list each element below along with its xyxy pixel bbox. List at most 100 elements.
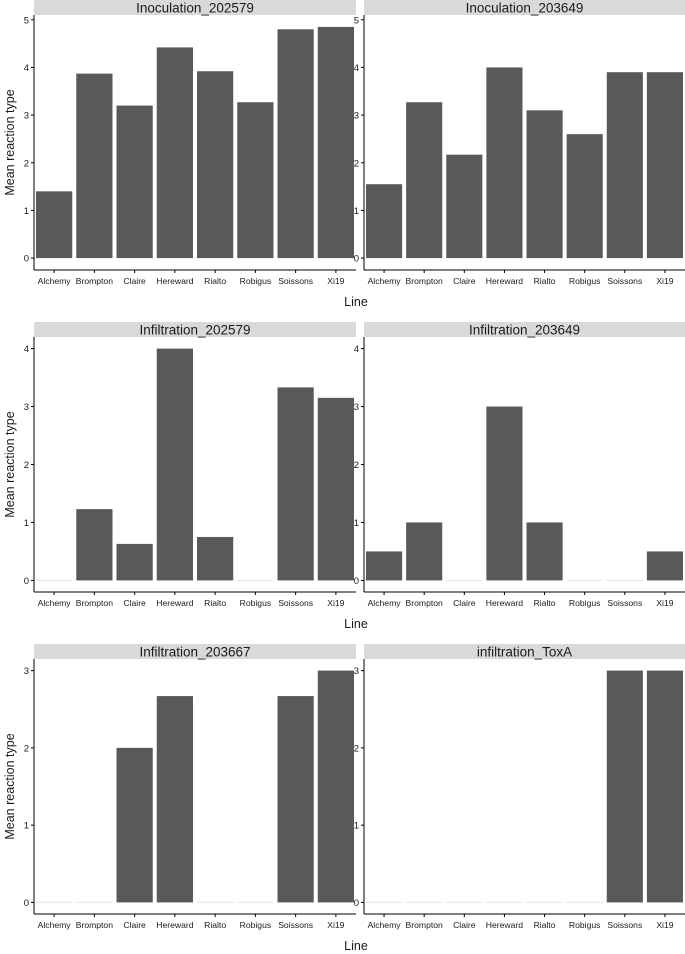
chart-panel-6: infiltration_ToxA 0 1 2 3 Alchemy Brompton Clai… — [354, 644, 685, 930]
y-tick-label: 4 — [354, 63, 359, 74]
x-tick-label: Rialto — [534, 920, 556, 930]
bar-rialto — [526, 522, 563, 581]
bar-xi19 — [317, 670, 354, 903]
bar-robigus — [237, 102, 274, 259]
y-tick-label: 0 — [24, 576, 29, 587]
bar-brompton — [76, 73, 113, 259]
y-tick-label: 3 — [354, 666, 359, 677]
bar-xi19 — [646, 72, 683, 259]
x-tick-label: Brompton — [406, 598, 443, 608]
facet-strip — [364, 644, 685, 659]
x-tick-label: Rialto — [204, 920, 226, 930]
x-tick-label: Claire — [123, 276, 146, 286]
x-tick-label: Claire — [453, 920, 476, 930]
x-tick-label: Claire — [123, 598, 146, 608]
facet-title: Inoculation_203649 — [466, 1, 584, 16]
bar-hereward — [156, 348, 193, 581]
y-tick-label: 1 — [24, 206, 29, 217]
x-tick-label: Xi19 — [327, 920, 344, 930]
bar-soissons — [277, 696, 314, 903]
bar-alchemy — [36, 191, 73, 259]
x-tick-label: Robigus — [240, 920, 272, 930]
x-tick-label: Claire — [123, 920, 146, 930]
facet-strip — [34, 644, 356, 659]
y-tick-label: 2 — [24, 743, 29, 754]
bar-xi19 — [317, 397, 354, 581]
y-tick-label: 1 — [354, 821, 359, 832]
facet-title: Infiltration_203649 — [469, 323, 580, 338]
y-tick-label: 3 — [354, 402, 359, 413]
bar-hereward — [486, 67, 523, 259]
x-tick-label: Robigus — [569, 598, 601, 608]
chart-panel-5: Infiltration_203667 0 1 2 3 Alchemy Brompton Cl… — [3, 644, 356, 930]
y-tick-label: 1 — [24, 821, 29, 832]
y-tick-label: 2 — [354, 743, 359, 754]
x-tick-label: Claire — [453, 276, 476, 286]
facet-title: Infiltration_203667 — [139, 645, 250, 660]
x-axis-title: Line — [344, 617, 368, 631]
x-tick-label: Brompton — [76, 920, 113, 930]
bar-soissons — [277, 387, 314, 581]
x-tick-label: Robigus — [569, 920, 601, 930]
y-tick-label: 4 — [354, 344, 359, 355]
facet-strip — [364, 0, 685, 15]
y-tick-label: 2 — [24, 158, 29, 169]
y-tick-label: 1 — [24, 518, 29, 529]
y-axis-title: Mean reaction type — [3, 733, 17, 839]
x-tick-label: Alchemy — [368, 920, 402, 930]
x-tick-label: Rialto — [204, 276, 226, 286]
x-tick-label: Hereward — [156, 920, 193, 930]
bar-claire — [446, 154, 483, 259]
x-tick-label: Hereward — [486, 276, 523, 286]
bar-rialto — [197, 536, 234, 581]
y-tick-label: 4 — [24, 344, 29, 355]
x-tick-label: Xi19 — [656, 920, 673, 930]
x-tick-label: Xi19 — [656, 598, 673, 608]
facet-strip — [34, 322, 356, 337]
x-tick-label: Hereward — [156, 276, 193, 286]
x-tick-label: Soissons — [607, 598, 642, 608]
y-tick-label: 3 — [24, 402, 29, 413]
x-tick-label: Hereward — [486, 920, 523, 930]
facet-title: infiltration_ToxA — [477, 645, 572, 660]
bar-xi19 — [646, 551, 683, 581]
bar-claire — [116, 543, 153, 581]
x-tick-label: Brompton — [76, 276, 113, 286]
x-tick-label: Rialto — [534, 276, 556, 286]
x-tick-label: Brompton — [406, 276, 443, 286]
x-tick-label: Rialto — [204, 598, 226, 608]
y-tick-label: 3 — [24, 111, 29, 122]
x-tick-label: Alchemy — [38, 598, 72, 608]
bar-brompton — [406, 102, 443, 259]
x-axis-title: Line — [344, 295, 368, 309]
x-tick-label: Alchemy — [38, 920, 72, 930]
x-tick-label: Xi19 — [327, 598, 344, 608]
y-tick-label: 3 — [354, 111, 359, 122]
y-tick-label: 3 — [24, 666, 29, 677]
y-axis-title: Mean reaction type — [3, 89, 17, 195]
x-tick-label: Soissons — [607, 920, 642, 930]
x-tick-label: Brompton — [406, 920, 443, 930]
chart-panel-2: Inoculation_203649 0 1 2 3 4 5 Alchemy Brompton C… — [354, 0, 685, 286]
bar-brompton — [406, 522, 443, 581]
bar-rialto — [526, 110, 563, 259]
y-tick-label: 2 — [354, 460, 359, 471]
x-tick-label: Alchemy — [368, 276, 402, 286]
bar-hereward — [486, 406, 523, 581]
x-axis-title: Line — [344, 939, 368, 953]
facet-strip — [364, 322, 685, 337]
y-tick-label: 5 — [354, 15, 359, 26]
y-axis-title: Mean reaction type — [3, 411, 17, 517]
bar-hereward — [156, 696, 193, 903]
x-tick-label: Soissons — [278, 598, 313, 608]
x-tick-label: Alchemy — [368, 598, 402, 608]
x-tick-label: Soissons — [278, 276, 313, 286]
y-tick-label: 2 — [354, 158, 359, 169]
x-tick-label: Brompton — [76, 598, 113, 608]
x-tick-label: Hereward — [486, 598, 523, 608]
x-tick-label: Claire — [453, 598, 476, 608]
facet-title: Infiltration_202579 — [139, 323, 250, 338]
y-tick-label: 0 — [354, 898, 359, 909]
y-tick-label: 0 — [354, 576, 359, 587]
